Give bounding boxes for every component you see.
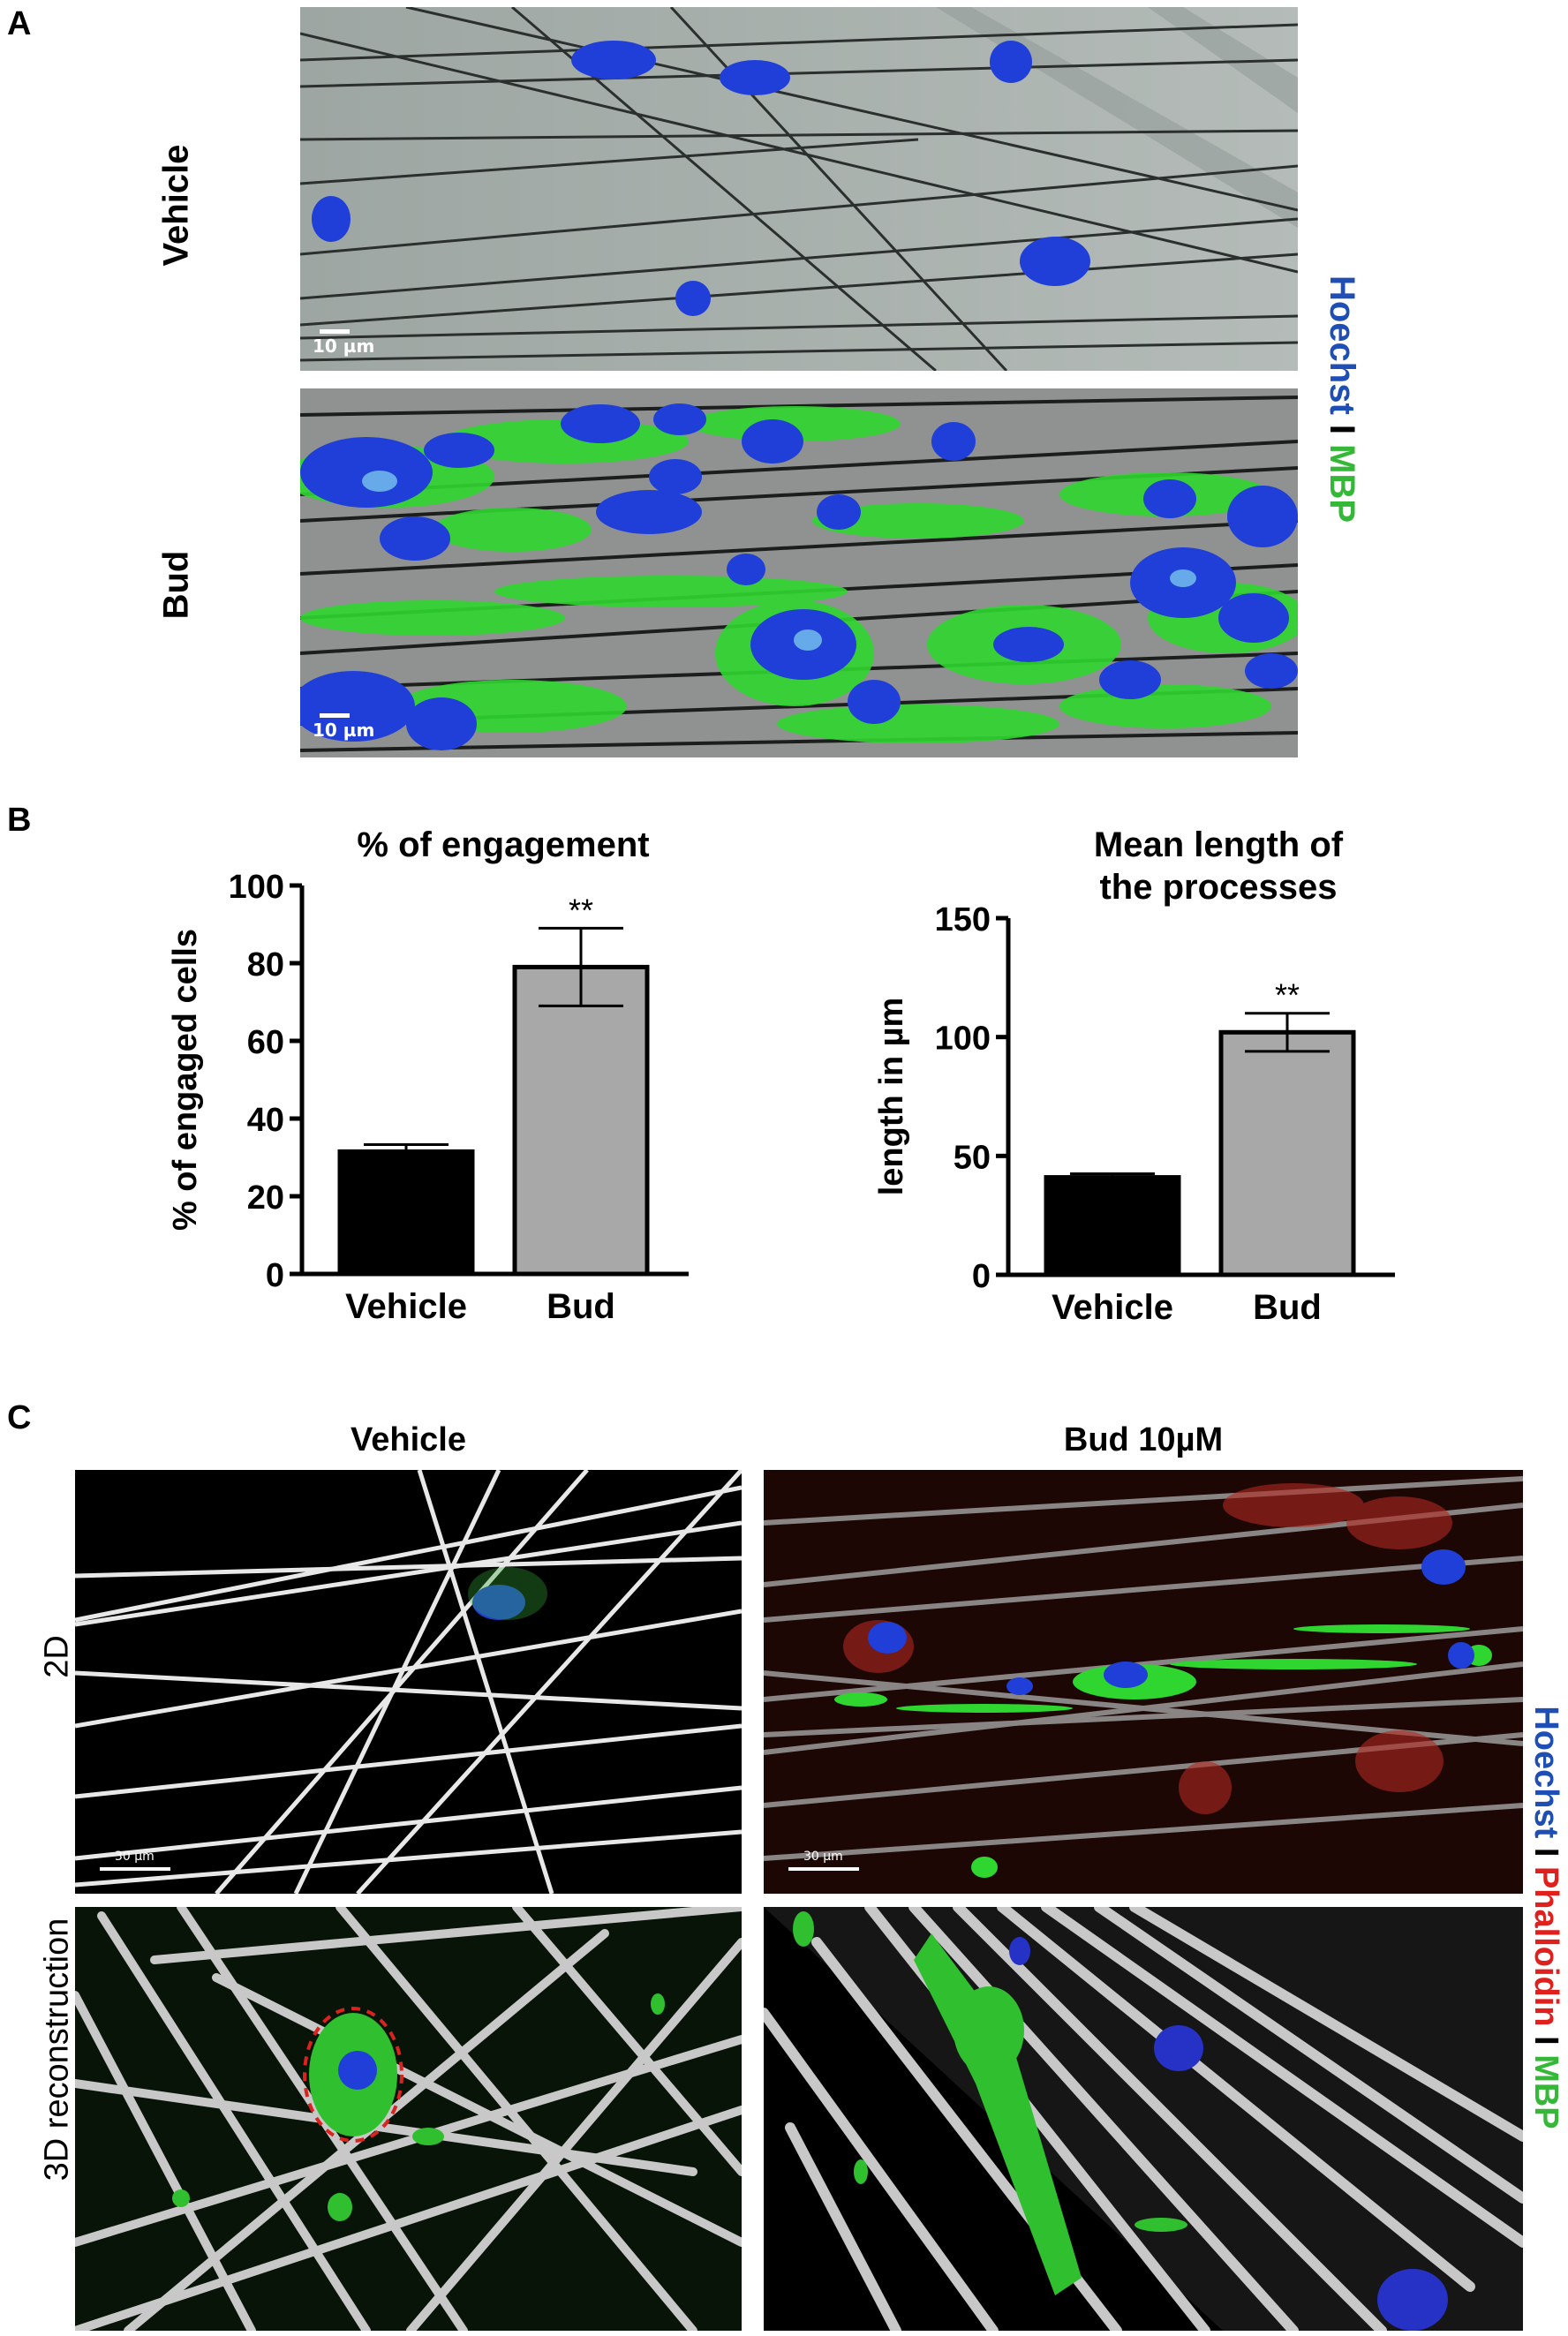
chart-1-title: % of engagement xyxy=(357,825,650,864)
legend-mbp: MBP xyxy=(1527,2054,1564,2129)
bar xyxy=(1218,1029,1356,1277)
panel-c-row-label-2d: 2D xyxy=(38,1635,76,1678)
image-2d-vehicle-fibers xyxy=(75,1470,742,1894)
image-3d-reconstruction-vehicle xyxy=(75,1907,742,2331)
chart-process-length: length in µm 0 50 100 150 Vehicle ** Bud xyxy=(873,901,1395,1327)
micrograph-bud-image xyxy=(300,388,1298,757)
image-2d-bud-fibers xyxy=(764,1470,1523,1894)
micrograph-vehicle-image xyxy=(300,7,1298,371)
y-tick-label: 20 xyxy=(247,1179,284,1217)
error-bar xyxy=(1245,1012,1330,1053)
image-2d-bud: 30 µm xyxy=(764,1470,1523,1894)
chart-2-title-line-2: the processes xyxy=(1099,868,1338,907)
panel-a-row-label-bud: Bud xyxy=(156,550,196,620)
panel-b-letter: B xyxy=(7,802,32,839)
y-tick-label: 150 xyxy=(935,901,991,938)
y-tick-label: 50 xyxy=(954,1139,991,1176)
panel-c-column-title-vehicle: Vehicle xyxy=(351,1421,466,1458)
scale-bar-line xyxy=(788,1867,859,1871)
legend-hoechst: Hoechst xyxy=(1323,275,1361,415)
micrograph-vehicle-hoechst-mbp: 10 µm xyxy=(300,7,1298,371)
legend-mbp: MBP xyxy=(1323,444,1361,524)
y-tick-label: 80 xyxy=(247,946,284,983)
image-2d-vehicle: 30 µm xyxy=(75,1470,742,1894)
y-tick-label: 0 xyxy=(266,1257,284,1294)
panel-a-row-label-vehicle: Vehicle xyxy=(156,144,196,267)
x-tick-label: Vehicle xyxy=(1052,1288,1173,1327)
y-tick-label: 40 xyxy=(247,1102,284,1139)
scale-bar-line xyxy=(100,1867,170,1871)
y-tick-label: 100 xyxy=(229,869,284,906)
y-axis-label: length in µm xyxy=(873,998,910,1196)
scale-bar-label: 10 µm xyxy=(313,720,375,741)
micrograph-bud-hoechst-mbp: 10 µm xyxy=(300,388,1298,757)
panel-c-stain-legend: Hoechst I Phalloidin I MBP xyxy=(1526,1591,1564,2244)
scale-bar-label: 30 µm xyxy=(115,1850,155,1864)
panel-c-column-title-bud: Bud 10µM xyxy=(1063,1421,1224,1458)
chart-engagement: % of engaged cells 0 20 40 60 80 100 Vehicle ** B… xyxy=(167,869,689,1326)
bar xyxy=(512,964,650,1277)
legend-hoechst: Hoechst xyxy=(1527,1706,1564,1839)
y-tick-label: 0 xyxy=(972,1258,991,1295)
panel-c-letter: C xyxy=(7,1399,32,1436)
legend-separator: I xyxy=(1527,1838,1564,1866)
legend-phalloidin: Phalloidin xyxy=(1527,1865,1564,2027)
scale-bar-line xyxy=(320,329,350,334)
significance-label: ** xyxy=(569,892,593,928)
x-tick-label: Bud xyxy=(547,1287,615,1326)
scale-bar-label: 30 µm xyxy=(803,1850,843,1864)
error-bar xyxy=(1070,1172,1155,1183)
legend-separator: I xyxy=(1527,2026,1564,2055)
scale-bar-line xyxy=(320,713,350,718)
significance-label: ** xyxy=(1275,977,1300,1014)
bar xyxy=(337,1149,475,1277)
error-bar xyxy=(364,1142,449,1160)
panel-a-letter: A xyxy=(7,5,32,42)
chart-2-title-line-1: Mean length of xyxy=(1093,825,1344,864)
panel-c-row-label-3d: 3D reconstruction xyxy=(38,1918,76,2182)
x-tick-label: Bud xyxy=(1253,1288,1322,1327)
image-3d-reconstruction-bud xyxy=(764,1907,1523,2331)
x-tick-label: Vehicle xyxy=(345,1287,467,1326)
image-3d-bud-fibers xyxy=(764,1907,1523,2331)
panel-a-stain-legend: Hoechst I MBP xyxy=(1323,222,1361,576)
scale-bar-label: 10 µm xyxy=(313,335,375,357)
y-tick-label: 100 xyxy=(935,1021,991,1058)
bar xyxy=(1044,1175,1181,1277)
legend-separator: I xyxy=(1323,414,1361,445)
image-3d-vehicle-fibers xyxy=(75,1907,742,2331)
error-bar xyxy=(539,926,623,1007)
y-axis-label: % of engaged cells xyxy=(167,929,204,1231)
y-tick-label: 60 xyxy=(247,1024,284,1061)
